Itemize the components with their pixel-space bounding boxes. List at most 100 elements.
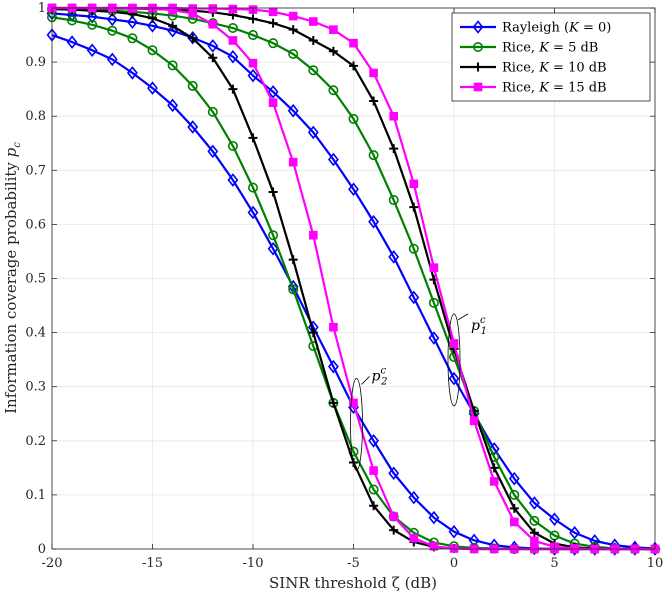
series-2-p2-point xyxy=(147,45,158,56)
series-3-p1-point xyxy=(248,14,258,24)
y-axis-title-symbol: p xyxy=(2,147,20,157)
series-2-p1-point xyxy=(308,65,319,76)
series-4-p1-point xyxy=(429,263,439,272)
series-4-p1-point xyxy=(449,339,459,348)
series-3-p1-point xyxy=(529,528,539,538)
series-4-p2-point xyxy=(389,512,398,521)
series-2-p2-point xyxy=(187,80,198,91)
series-3-p1-point xyxy=(349,61,358,71)
annotation-p2-label-sup: c xyxy=(380,365,386,376)
annotation-p2-label: pc 2 xyxy=(372,365,388,387)
series-2-p2-point xyxy=(127,33,138,44)
series-4-p2-point xyxy=(329,322,338,332)
x-tick-label: 0 xyxy=(450,556,458,571)
annotation-p2-ellipse xyxy=(350,378,363,471)
series-1-p2-point xyxy=(167,98,179,113)
ticks: -20 -15 -10 -5 0 5 10 0 0.1 0.2 0.3 0.4 0.5 0.6 0.7 0.8… xyxy=(25,1,663,571)
series-2-p2-point xyxy=(288,284,299,295)
series-1-p1-point xyxy=(428,331,440,345)
series-1-p1-point xyxy=(327,152,339,167)
series-2-p2-point xyxy=(67,15,78,26)
series-4-p1-point xyxy=(309,17,318,26)
series-2-p1-point xyxy=(288,48,299,59)
series-3-p2-point xyxy=(268,187,278,197)
series-2-p2-point xyxy=(107,25,118,36)
series-2-p1-point xyxy=(248,30,259,41)
series-2-p1-point xyxy=(529,515,540,526)
legend-item-2: Rice, K = 5 dB xyxy=(460,41,598,56)
series-1-p1-line xyxy=(51,12,656,550)
y-tick-label: 0.9 xyxy=(25,55,46,70)
series-1-p2-point xyxy=(207,144,219,159)
series-4-p1-point xyxy=(369,68,378,78)
annotation-p1-leader xyxy=(457,313,469,321)
series-4-p2-point xyxy=(248,58,258,68)
series-4-p2-point xyxy=(429,541,439,551)
series-2-p1-point xyxy=(268,38,279,49)
series-2-p2-point xyxy=(227,140,238,151)
series-4-p2-point xyxy=(188,9,197,18)
legend-label-var: K xyxy=(568,21,580,36)
series-2-p2-point xyxy=(207,106,218,117)
series-3-p2-point xyxy=(228,84,238,94)
x-axis-title: SINR threshold ζ (dB) xyxy=(269,574,437,592)
legend-label-rest: = 0) xyxy=(579,21,612,36)
y-tick-label: 0.7 xyxy=(25,163,46,178)
annotation-p1-label: pc 1 xyxy=(471,315,487,337)
series-1-p2-point xyxy=(448,524,460,539)
legend-label-var: K xyxy=(538,41,550,56)
series-4-p2-point xyxy=(128,4,137,13)
series-4-p1-point xyxy=(268,7,278,17)
series-2-p1-point xyxy=(227,23,238,34)
series-4-p2-point xyxy=(228,36,238,45)
x-tick-label: -20 xyxy=(42,556,63,571)
y-tick-label: 1 xyxy=(38,1,46,16)
series-2-p1-point xyxy=(428,297,439,308)
x-tick-label: -5 xyxy=(347,556,360,571)
legend-label-rest: = 15 dB xyxy=(549,81,607,96)
series-3-p1-point xyxy=(288,25,298,35)
legend-label: Rayleigh (K = 0) xyxy=(502,21,611,36)
series-1-p1-point xyxy=(569,525,581,540)
legend-item-4: Rice, K = 15 dB xyxy=(460,81,607,96)
series-3-p1-point xyxy=(328,46,338,56)
y-tick-label: 0.4 xyxy=(25,326,46,341)
y-tick-label: 0.5 xyxy=(25,272,46,287)
y-tick-label: 0.6 xyxy=(25,217,46,232)
annotation-p2-label-sub: 2 xyxy=(380,376,387,387)
series-1-p1-point xyxy=(106,12,118,27)
series-4-p1-point xyxy=(530,536,539,546)
legend-label: Rice, K = 5 dB xyxy=(502,41,598,56)
legend-label-main: Rice, xyxy=(502,61,539,76)
series-1-p1-point xyxy=(287,104,299,118)
legend-marker xyxy=(472,20,484,34)
series-3-p1-point xyxy=(409,202,419,212)
series-1-p2-point xyxy=(428,510,440,525)
series-2-p1-point xyxy=(408,243,419,254)
series-4-p1-point xyxy=(489,477,499,486)
x-tick-label: 10 xyxy=(647,556,664,571)
series-3-p1-point xyxy=(369,96,379,106)
series-1-p2-point xyxy=(247,205,259,220)
series-1-p1-point xyxy=(227,49,239,64)
series-4-p1-point xyxy=(208,4,218,13)
series-2-p2-point xyxy=(268,230,279,241)
series-2-p2-point xyxy=(368,484,379,495)
series-1-p1-point xyxy=(307,125,319,140)
series-3-p2-point xyxy=(328,398,338,408)
series-3-p2-point xyxy=(168,21,178,31)
series-2-p1-point xyxy=(328,85,339,96)
series-1-p2-point xyxy=(227,173,239,187)
legend-label: Rice, K = 15 dB xyxy=(502,81,607,96)
series-4-p1-point xyxy=(288,11,298,21)
y-tick-label: 0.2 xyxy=(25,434,46,449)
series-1-p2-point xyxy=(267,241,279,256)
series-1-p2-point xyxy=(327,359,339,374)
series-1-p1-point xyxy=(408,290,420,305)
series-4-p1-point xyxy=(349,38,358,48)
legend-label-rest: = 5 dB xyxy=(549,41,598,56)
x-tick-label: 5 xyxy=(550,556,558,571)
legend-label-var: K xyxy=(538,81,550,96)
legend-item-3: Rice, K = 10 dB xyxy=(460,61,607,76)
legend-item-1: Rayleigh (K = 0) xyxy=(460,20,611,36)
